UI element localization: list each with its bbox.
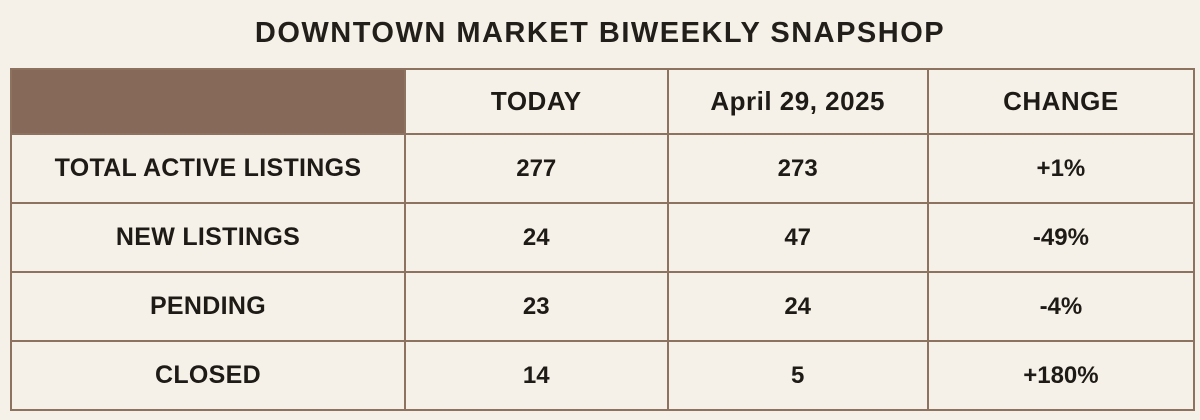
table-row-total-active-listings: TOTAL ACTIVE LISTINGS 277 273 +1% [10,133,1196,204]
value-today: 277 [403,133,669,204]
row-label: NEW LISTINGS [10,202,406,273]
value-change: +180% [926,340,1196,411]
row-label: TOTAL ACTIVE LISTINGS [10,133,406,204]
column-header-date: April 29, 2025 [666,68,929,135]
value-today: 14 [403,340,669,411]
value-prior: 47 [666,202,929,273]
value-prior: 24 [666,271,929,342]
value-today: 23 [403,271,669,342]
table-row-closed: CLOSED 14 5 +180% [10,340,1196,411]
value-change: -49% [926,202,1196,273]
row-label: CLOSED [10,340,406,411]
table-header-row: TODAY April 29, 2025 CHANGE [10,68,1196,135]
column-header-change: CHANGE [926,68,1196,135]
row-label: PENDING [10,271,406,342]
column-header-today: TODAY [403,68,669,135]
value-today: 24 [403,202,669,273]
value-change: +1% [926,133,1196,204]
market-snapshot-table: TODAY April 29, 2025 CHANGE TOTAL ACTIVE… [10,68,1196,411]
table-row-pending: PENDING 23 24 -4% [10,271,1196,342]
value-prior: 273 [666,133,929,204]
table-row-new-listings: NEW LISTINGS 24 47 -49% [10,202,1196,273]
corner-cell [10,68,406,135]
value-change: -4% [926,271,1196,342]
page-title: DOWNTOWN MARKET BIWEEKLY SNAPSHOP [254,17,946,49]
value-prior: 5 [666,340,929,411]
